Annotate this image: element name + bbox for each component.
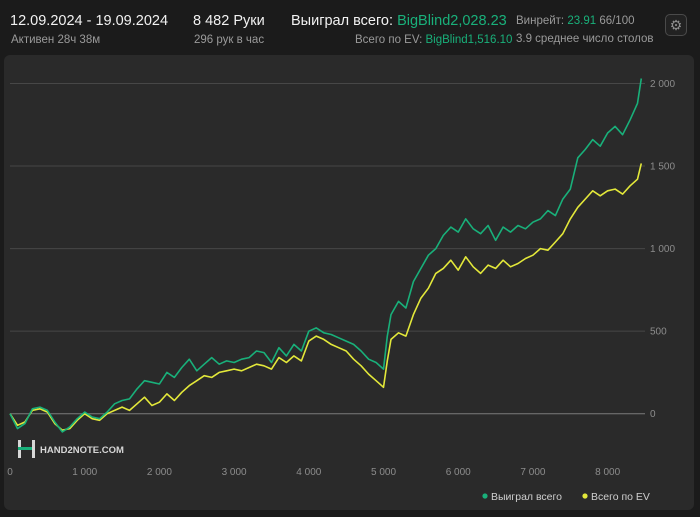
- active-time: Активен 28ч 38м: [11, 34, 101, 46]
- x-tick-label: 5 000: [371, 467, 396, 478]
- settings-button[interactable]: ⚙: [665, 14, 687, 36]
- avg-tables: 3.9 среднее число столов: [516, 33, 654, 45]
- won-total: Выиграл всего: BigBlind2,028.23: [291, 13, 507, 29]
- ev-label: Всего по EV:: [355, 34, 423, 46]
- winrate-value: 23.91: [567, 15, 597, 27]
- logo-text: HAND2NOTE.COM: [40, 445, 124, 456]
- y-tick-label: 0: [650, 409, 656, 420]
- y-tick-label: 500: [650, 327, 667, 338]
- legend-label: Выиграл всего: [491, 491, 562, 503]
- y-tick-label: 2 000: [650, 79, 675, 90]
- legend-swatch: [482, 493, 488, 499]
- gear-icon: ⚙: [669, 16, 683, 33]
- hands-per-hour: 296 рук в час: [194, 34, 265, 46]
- winrate: Винрейт: 23.91 66/100: [516, 15, 635, 27]
- ev-total: Всего по EV: BigBlind1,516.10: [355, 34, 512, 46]
- y-tick-label: 1 000: [650, 244, 675, 255]
- x-tick-label: 4 000: [296, 467, 321, 478]
- winrate-label: Винрейт:: [516, 15, 565, 27]
- ev-value: BigBlind1,516.10: [425, 34, 513, 46]
- grid-lines: [10, 82, 645, 415]
- header: 12.09.2024 - 19.09.2024 Активен 28ч 38м …: [0, 0, 700, 50]
- x-axis-ticks: 0 1 000 2 000 3 000 4 000 5 000 6 000 7 000 8 00…: [7, 467, 620, 478]
- legend-item-ev[interactable]: Всего по EV: [582, 491, 650, 503]
- series-lines: [9, 78, 643, 433]
- x-tick-label: 6 000: [446, 467, 471, 478]
- date-range[interactable]: 12.09.2024 - 19.09.2024: [10, 13, 169, 29]
- won-value: BigBlind2,028.23: [397, 13, 507, 29]
- won-label: Выиграл всего:: [291, 13, 394, 29]
- x-tick-label: 3 000: [222, 467, 247, 478]
- logo-mark-bar: [18, 447, 32, 450]
- winrate-suffix: 66/100: [599, 15, 635, 27]
- x-tick-label: 0: [7, 467, 13, 478]
- x-tick-label: 2 000: [147, 467, 172, 478]
- hands-count: 8 482 Руки: [193, 13, 265, 29]
- series-line-ev: [9, 163, 643, 432]
- chart-panel: [4, 55, 694, 510]
- y-axis-ticks: 0 500 1 000 1 500 2 000: [650, 79, 675, 420]
- y-tick-label: 1 500: [650, 162, 675, 173]
- x-tick-label: 1 000: [72, 467, 97, 478]
- legend-item-won[interactable]: Выиграл всего: [482, 491, 562, 503]
- legend-swatch: [582, 493, 588, 499]
- series-line-won: [9, 78, 643, 433]
- hand2note-logo: HAND2NOTE.COM: [18, 440, 124, 458]
- chart-legend[interactable]: Выиграл всего Всего по EV: [482, 491, 650, 503]
- legend-label: Всего по EV: [591, 491, 650, 503]
- x-tick-label: 8 000: [595, 467, 620, 478]
- logo-mark-right: [32, 440, 35, 458]
- x-tick-label: 7 000: [520, 467, 545, 478]
